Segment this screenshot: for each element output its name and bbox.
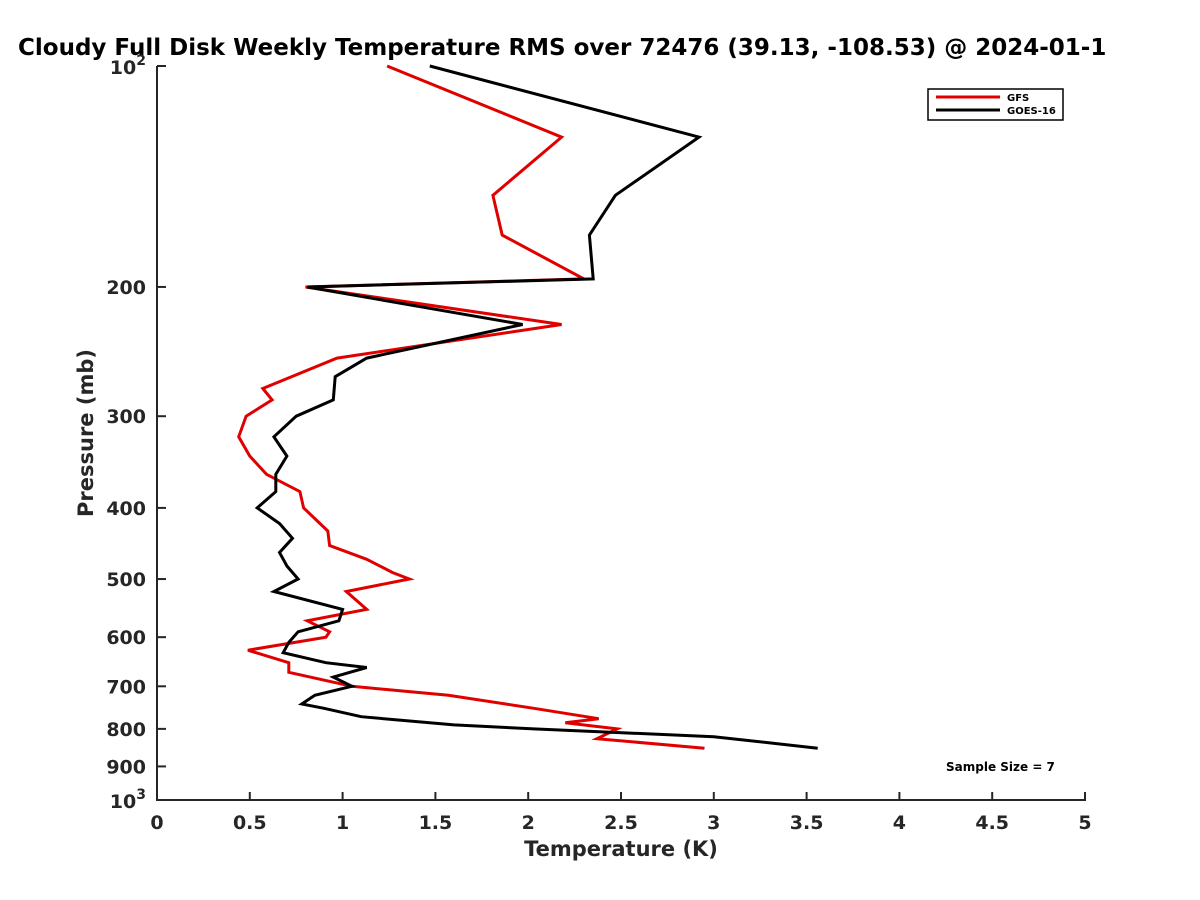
y-tick-label: 900 — [106, 756, 146, 778]
y-tick-label: 600 — [106, 627, 146, 649]
x-tick-label: 3 — [707, 812, 720, 834]
x-tick-label: 2.5 — [604, 812, 638, 834]
x-tick-label: 5 — [1078, 812, 1091, 834]
y-tick-label: 800 — [106, 719, 146, 741]
y-tick-label: 300 — [106, 406, 146, 428]
legend-box — [927, 88, 1064, 121]
y-tick-label: 103 — [110, 787, 146, 813]
x-ticks: 0 0.5 1 1.5 2 2.5 3 3.5 4 4.5 5 — [150, 792, 1092, 834]
chart-title: Cloudy Full Disk Weekly Temperature RMS … — [18, 35, 1106, 61]
x-tick-label: 3.5 — [790, 812, 824, 834]
y-tick-label: 700 — [106, 676, 146, 698]
y-tick-label: 102 — [110, 53, 146, 79]
y-ticks: 102 200 300 400 500 600 700 800 900 103 — [106, 53, 166, 813]
series-layer — [237, 64, 818, 750]
y-tick-label: 500 — [106, 569, 146, 591]
y-axis-label: Pressure (mb) — [74, 349, 98, 517]
x-tick-label: 4 — [893, 812, 906, 834]
y-tick-label: 200 — [106, 277, 146, 299]
legend-label-gfs: GFS — [1007, 93, 1029, 104]
axes — [156, 66, 1086, 801]
sample-size-annotation: Sample Size = 7 — [946, 760, 1055, 774]
x-tick-label: 2 — [522, 812, 535, 834]
x-axis-label: Temperature (K) — [524, 837, 718, 861]
legend: GFS GOES-16 — [927, 88, 1064, 121]
x-tick-label: 1 — [336, 812, 349, 834]
series-line-goes16 — [254, 64, 818, 750]
y-tick-label: 400 — [106, 498, 146, 520]
x-tick-label: 1.5 — [419, 812, 453, 834]
x-tick-label: 0 — [150, 812, 163, 834]
series-line-gfs — [237, 64, 705, 750]
x-tick-label: 0.5 — [233, 812, 267, 834]
x-tick-label: 4.5 — [975, 812, 1009, 834]
legend-label-goes16: GOES-16 — [1007, 106, 1056, 117]
